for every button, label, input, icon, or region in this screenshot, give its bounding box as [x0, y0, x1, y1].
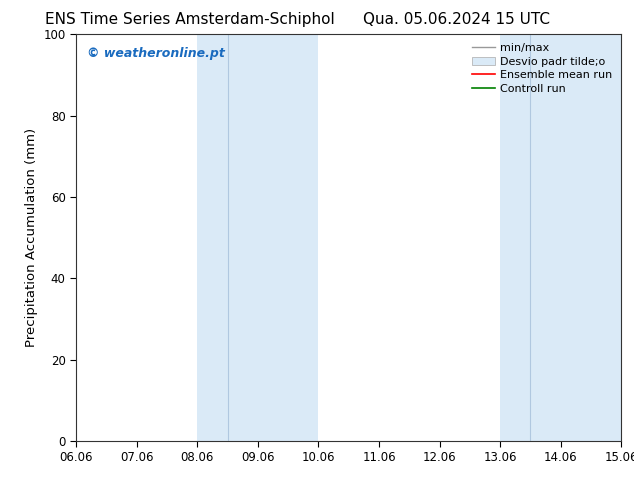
- Y-axis label: Precipitation Accumulation (mm): Precipitation Accumulation (mm): [25, 128, 38, 347]
- Bar: [500, 34, 621, 441]
- Legend: min/max, Desvio padr tilde;o, Ensemble mean run, Controll run: min/max, Desvio padr tilde;o, Ensemble m…: [469, 40, 616, 97]
- Bar: [197, 34, 318, 441]
- Text: Qua. 05.06.2024 15 UTC: Qua. 05.06.2024 15 UTC: [363, 12, 550, 27]
- Text: © weatheronline.pt: © weatheronline.pt: [87, 47, 225, 59]
- Text: ENS Time Series Amsterdam-Schiphol: ENS Time Series Amsterdam-Schiphol: [45, 12, 335, 27]
